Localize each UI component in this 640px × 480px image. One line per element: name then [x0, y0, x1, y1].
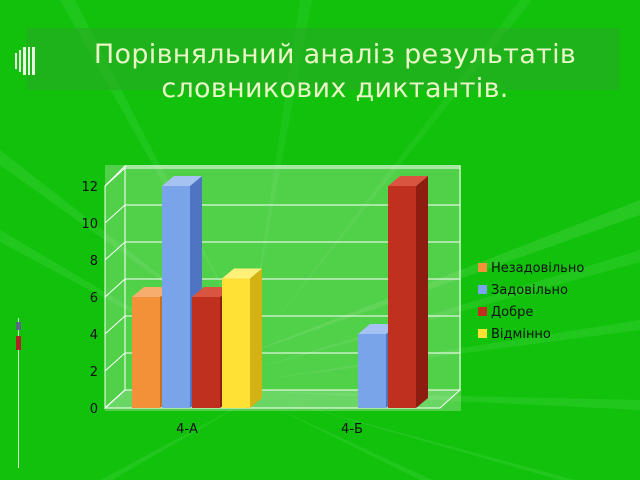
y-tick-label: 0 — [90, 402, 98, 417]
legend-label: Незадовільно — [491, 261, 584, 276]
bar — [388, 186, 416, 408]
x-tick-label: 4-А — [176, 422, 198, 437]
gridline — [104, 278, 460, 298]
bar — [222, 278, 250, 408]
slide-title-line1: Порівняльний аналіз результатів — [93, 39, 577, 70]
legend-label: Відмінно — [491, 327, 551, 342]
y-tick-label: 4 — [90, 328, 98, 343]
x-axis-ticks: 4-А 4-Б — [176, 422, 363, 437]
y-tick-label: 2 — [90, 365, 98, 380]
bar — [162, 186, 190, 408]
slide-title: Порівняльний аналіз результатів словнико… — [40, 38, 630, 106]
chart-area: 0 2 4 6 8 10 12 4-А 4-Б Незадовільно Задовільно Д… — [81, 164, 584, 437]
gridline — [104, 204, 460, 224]
legend-swatch — [478, 307, 487, 316]
margin-marker-red — [16, 336, 21, 350]
title-band — [26, 28, 620, 90]
legend-swatch — [478, 285, 487, 294]
y-tick-label: 12 — [81, 180, 98, 195]
x-tick-label: 4-Б — [341, 422, 363, 437]
bar — [192, 297, 220, 408]
y-axis-ticks: 0 2 4 6 8 10 12 — [81, 180, 98, 417]
legend: Незадовільно Задовільно Добре Відмінно — [478, 261, 584, 342]
y-tick-label: 8 — [90, 254, 98, 269]
gridline — [104, 241, 460, 261]
left-margin-markers — [15, 318, 23, 478]
legend-label: Добре — [491, 305, 533, 320]
legend-swatch — [478, 263, 487, 272]
gridline — [104, 389, 460, 409]
margin-line — [18, 318, 19, 468]
bar-top — [388, 176, 428, 186]
y-tick-label: 6 — [90, 291, 98, 306]
gridlines — [104, 167, 460, 409]
y-tick-label: 10 — [81, 217, 98, 232]
legend-swatch — [478, 329, 487, 338]
gridline — [104, 167, 460, 187]
bar-side — [250, 268, 262, 408]
bar-top — [222, 268, 262, 279]
gridline — [104, 315, 460, 335]
bar-side — [416, 176, 428, 408]
title-bars-icon — [15, 47, 35, 75]
gridline — [104, 352, 460, 372]
slide-title-line2: словникових диктантів. — [161, 73, 509, 104]
bars — [132, 176, 428, 408]
legend-label: Задовільно — [491, 283, 568, 298]
bar-top — [162, 176, 202, 186]
bar — [358, 334, 386, 408]
margin-marker-gray — [16, 322, 21, 330]
bar — [132, 297, 160, 408]
